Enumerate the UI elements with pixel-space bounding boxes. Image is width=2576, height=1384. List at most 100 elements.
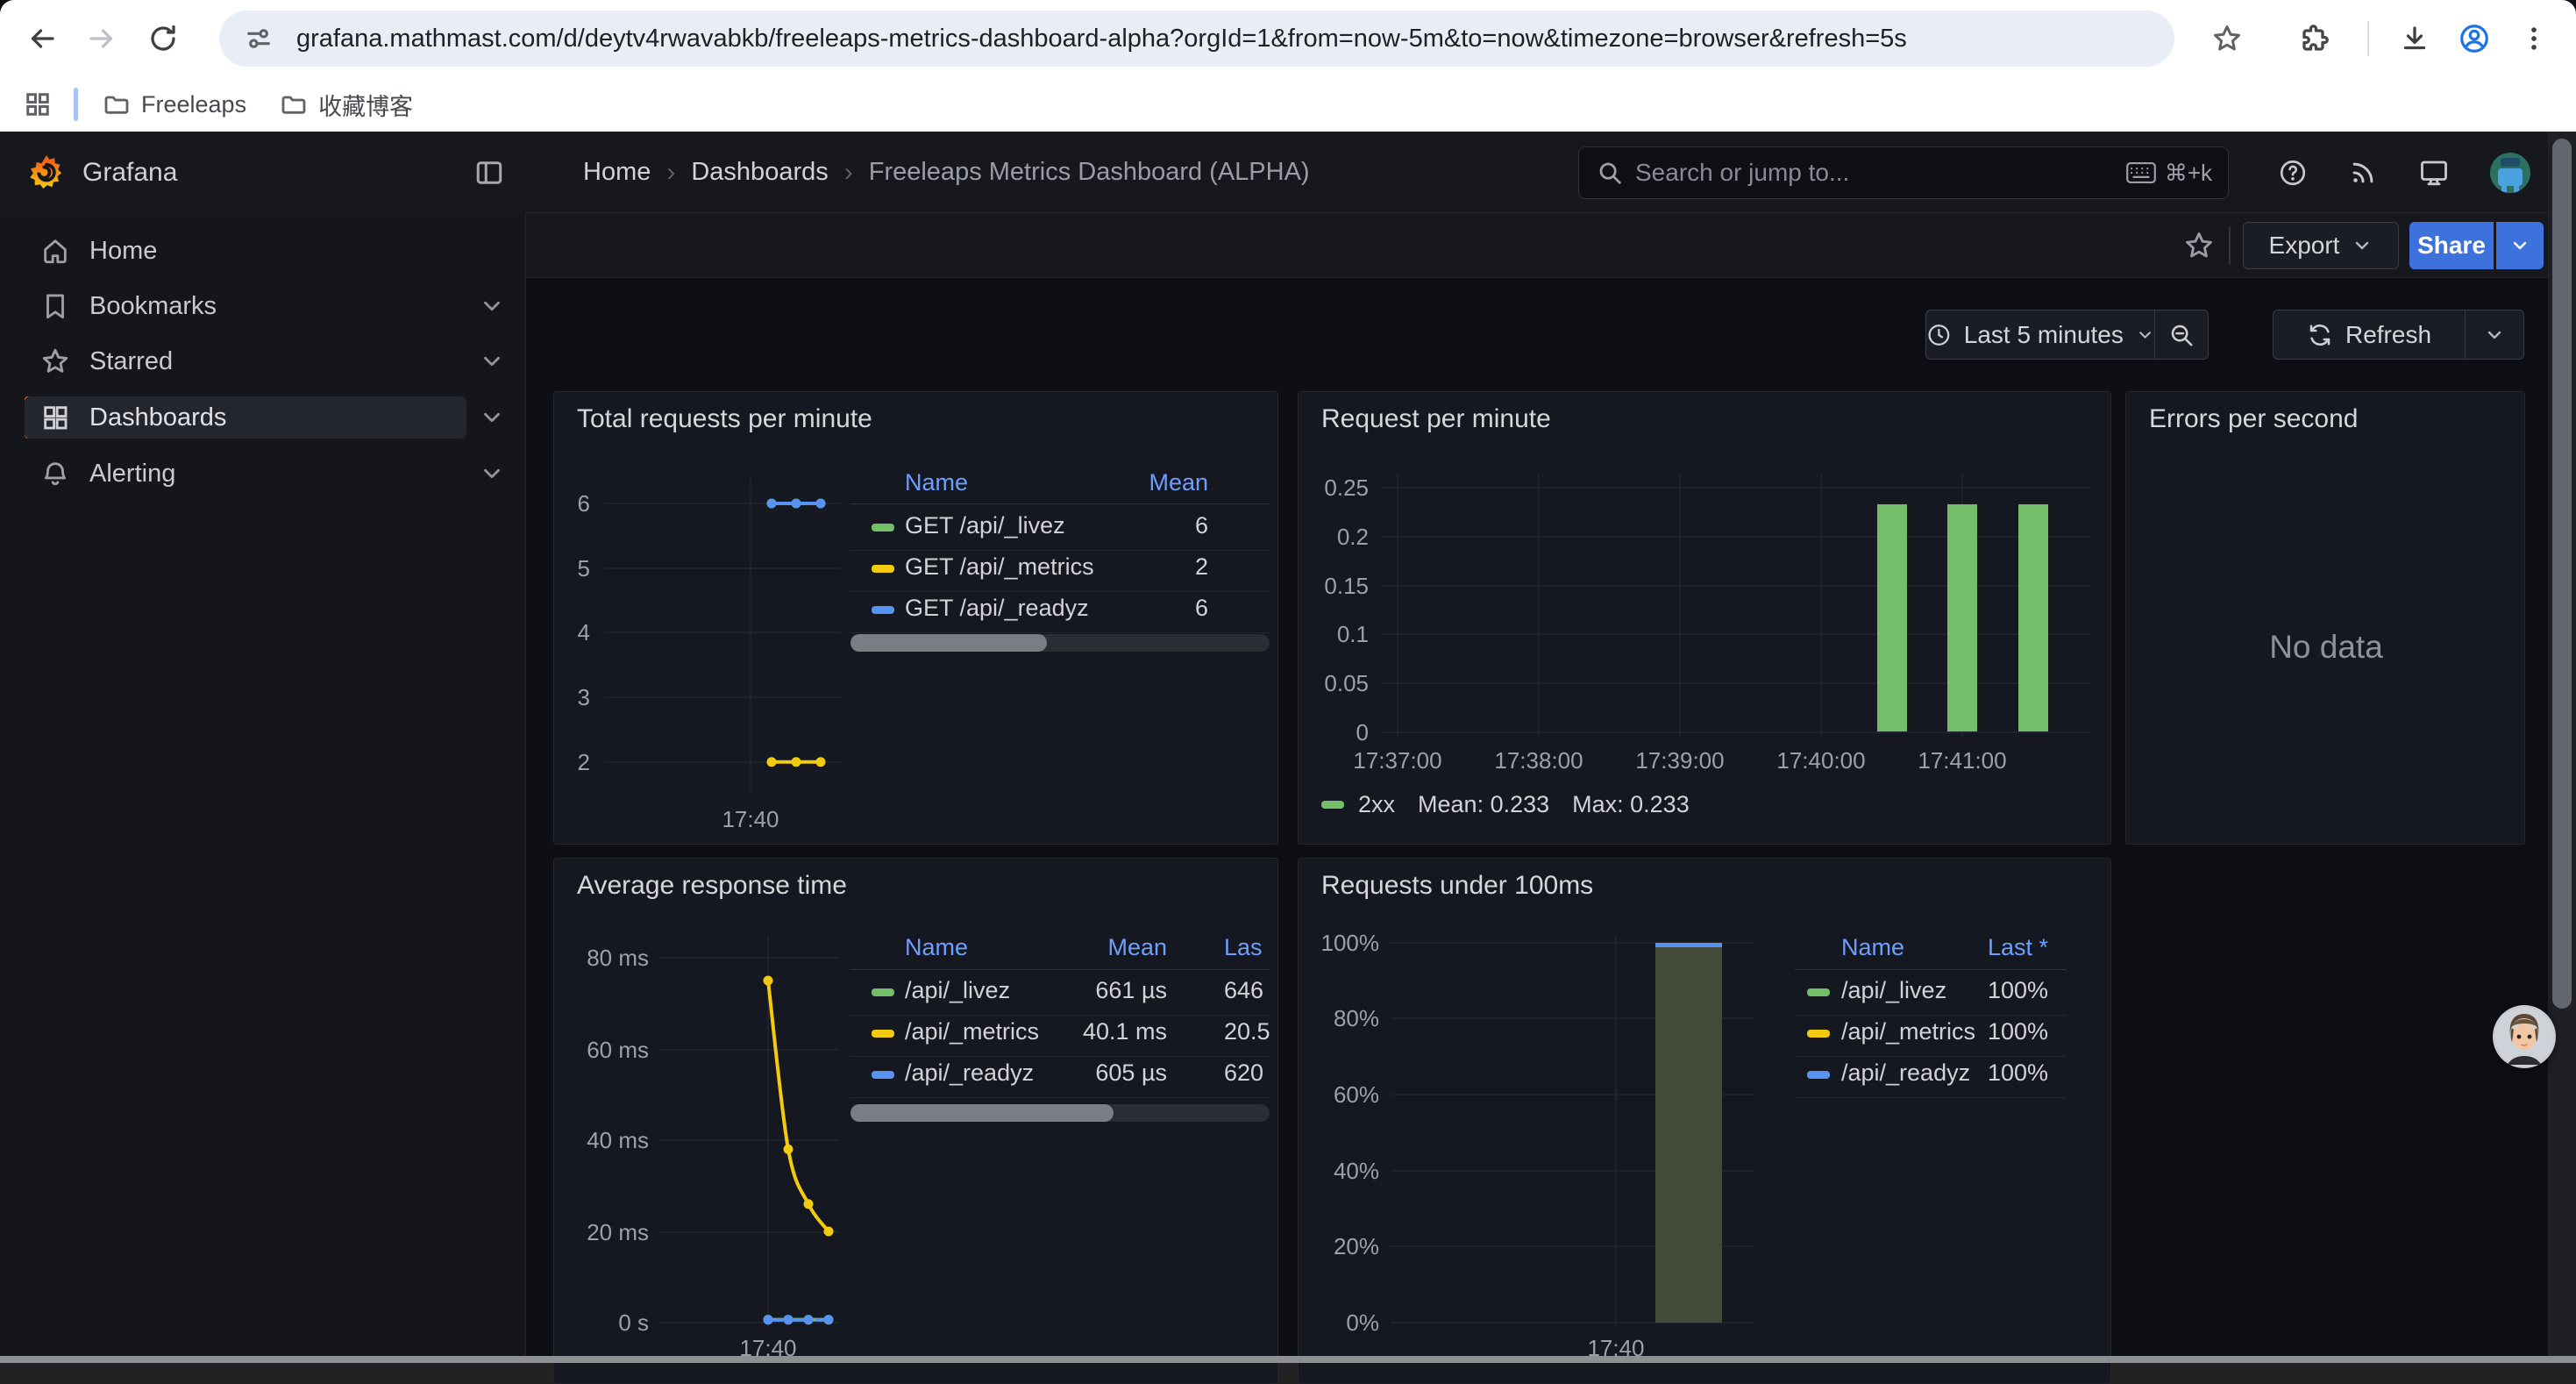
- page-scrollbar-thumb[interactable]: [2552, 139, 2572, 1009]
- no-data-message: No data: [2269, 629, 2383, 665]
- back-icon[interactable]: [18, 14, 67, 63]
- legend-value: 100%: [1987, 1059, 2048, 1086]
- svg-text:40 ms: 40 ms: [587, 1127, 649, 1153]
- help-icon[interactable]: [2278, 158, 2308, 188]
- chevron-down-icon[interactable]: [479, 293, 505, 319]
- panel-title[interactable]: Requests under 100ms: [1321, 871, 1594, 900]
- refresh-interval-dropdown[interactable]: [2465, 310, 2524, 360]
- header-actions: [2278, 132, 2530, 213]
- breadcrumb-home[interactable]: Home: [583, 158, 651, 186]
- panel-average-response-time: Average response time 80 ms 60 ms 40 ms 20 …: [553, 858, 1278, 1384]
- time-range-picker[interactable]: Last 5 minutes: [1925, 310, 2155, 360]
- legend-value: 20.5 r: [1224, 1018, 1270, 1045]
- svg-text:80%: 80%: [1334, 1005, 1379, 1031]
- panel-title[interactable]: Request per minute: [1321, 404, 1551, 433]
- legend-series-name[interactable]: /api/_livez: [905, 977, 1011, 1003]
- legend-column-header[interactable]: Las: [1224, 934, 1263, 960]
- legend-value: 620: [1224, 1059, 1264, 1086]
- panel-title[interactable]: Average response time: [577, 871, 847, 900]
- legend-column-header[interactable]: Last *: [1987, 934, 2048, 960]
- url-bar[interactable]: grafana.mathmast.com/d/deytv4rwavabkb/fr…: [219, 11, 2174, 67]
- forward-icon[interactable]: [77, 14, 126, 63]
- legend-series-name[interactable]: /api/_livez: [1841, 977, 1947, 1003]
- export-button[interactable]: Export: [2243, 222, 2399, 269]
- svg-text:0%: 0%: [1346, 1309, 1379, 1336]
- legend-column-header[interactable]: Name: [905, 934, 969, 960]
- site-settings-icon[interactable]: [244, 24, 274, 54]
- legend-column-header[interactable]: Mean: [1107, 934, 1167, 960]
- bookmark-folder-freeleaps[interactable]: Freeleaps: [90, 83, 259, 125]
- svg-text:0.1: 0.1: [1337, 621, 1369, 647]
- series-color-chip: [1321, 801, 1344, 809]
- refresh-button[interactable]: Refresh: [2273, 310, 2466, 360]
- legend-series-name[interactable]: 2xx: [1358, 791, 1396, 817]
- panel-title[interactable]: Total requests per minute: [577, 404, 872, 433]
- requests-under-100ms-chart[interactable]: 100%80%60%40%20%0%17:40: [1299, 859, 2111, 1384]
- legend-table: Name Mean GET /api/_livez 6 GET /api/_metric…: [850, 462, 1270, 681]
- svg-text:0.15: 0.15: [1324, 573, 1369, 599]
- floating-avatar[interactable]: [2493, 1005, 2556, 1068]
- share-button[interactable]: Share: [2409, 222, 2494, 269]
- bookmark-folder-blogs[interactable]: 收藏博客: [267, 81, 425, 129]
- legend-scrollbar-thumb[interactable]: [850, 634, 1047, 652]
- legend-series-name[interactable]: GET /api/_metrics: [905, 553, 1094, 580]
- sidebar-item-bookmarks[interactable]: Bookmarks: [25, 285, 466, 327]
- profile-icon[interactable]: [2450, 14, 2499, 63]
- extensions-icon[interactable]: [2290, 14, 2339, 63]
- legend-column-header[interactable]: Mean: [1149, 469, 1208, 496]
- series-color-chip: [1807, 1071, 1830, 1079]
- breadcrumb-dashboards[interactable]: Dashboards: [691, 158, 829, 186]
- sidebar-item-alerting[interactable]: Alerting: [25, 453, 466, 495]
- svg-text:20%: 20%: [1334, 1233, 1379, 1259]
- legend-series-name[interactable]: /api/_metrics: [905, 1018, 1040, 1045]
- legend-column-header[interactable]: Name: [905, 469, 969, 496]
- legend-series-name[interactable]: /api/_readyz: [905, 1059, 1035, 1086]
- refresh-icon: [2309, 324, 2330, 346]
- svg-text:4: 4: [578, 619, 590, 646]
- legend-series-name[interactable]: /api/_metrics: [1841, 1018, 1976, 1045]
- download-icon[interactable]: [2390, 14, 2439, 63]
- legend-column-header[interactable]: Name: [1841, 934, 1905, 960]
- chevron-down-icon[interactable]: [479, 348, 505, 375]
- zoom-out-button[interactable]: [2154, 310, 2209, 360]
- share-dropdown-button[interactable]: [2496, 222, 2544, 269]
- panel-total-requests: Total requests per minute 6 5 4 3 2 17:40 Nam…: [553, 391, 1278, 845]
- bell-icon: [40, 459, 70, 489]
- search-input[interactable]: [1635, 159, 2117, 187]
- search-box[interactable]: ⌘+k: [1578, 146, 2229, 199]
- chevron-down-icon: [2513, 241, 2527, 250]
- legend-series-name[interactable]: GET /api/_livez: [905, 512, 1065, 539]
- svg-text:17:41:00: 17:41:00: [1918, 747, 2006, 774]
- panel-request-per-minute: Request per minute 0.25 0.2 0.15 0.1 0.05 0 17…: [1298, 391, 2111, 845]
- monitor-icon[interactable]: [2418, 157, 2450, 189]
- grafana-logo[interactable]: [26, 153, 67, 193]
- sidebar-item-starred[interactable]: Starred: [25, 340, 466, 382]
- grafana-header: [526, 132, 2576, 213]
- legend-series-name[interactable]: GET /api/_readyz: [905, 595, 1089, 621]
- apps-grid-icon[interactable]: [25, 91, 51, 118]
- user-avatar[interactable]: [2490, 152, 2530, 193]
- legend-value: 40.1 ms: [1082, 1018, 1167, 1045]
- menu-icon[interactable]: [2509, 14, 2558, 63]
- favorite-star-icon[interactable]: [2178, 225, 2220, 267]
- legend-series-name[interactable]: /api/_readyz: [1841, 1059, 1971, 1086]
- legend-row-separator: [850, 1015, 1270, 1016]
- chevron-down-icon[interactable]: [479, 460, 505, 487]
- legend-row-separator: [1795, 1097, 2067, 1098]
- legend-row-separator: [1795, 1056, 2067, 1057]
- request-per-minute-chart[interactable]: 0.25 0.2 0.15 0.1 0.05 017:37:00 17:38:00 17:39…: [1299, 392, 2111, 845]
- sidebar-toggle-icon[interactable]: [473, 157, 505, 189]
- rss-icon[interactable]: [2348, 158, 2378, 188]
- series-color-chip: [1807, 988, 1830, 996]
- reload-icon[interactable]: [139, 14, 188, 63]
- svg-text:20 ms: 20 ms: [587, 1219, 649, 1245]
- sidebar-item-home[interactable]: Home: [25, 230, 466, 272]
- legend-scrollbar-thumb[interactable]: [850, 1104, 1114, 1122]
- chevron-down-icon[interactable]: [479, 404, 505, 431]
- panel-title[interactable]: Errors per second: [2149, 404, 2359, 433]
- bookmark-star-icon[interactable]: [2202, 14, 2252, 63]
- total-requests-chart[interactable]: 6 5 4 3 2 17:40: [554, 392, 1278, 845]
- sidebar-item-dashboards[interactable]: Dashboards: [25, 396, 466, 439]
- svg-text:0.25: 0.25: [1324, 474, 1369, 501]
